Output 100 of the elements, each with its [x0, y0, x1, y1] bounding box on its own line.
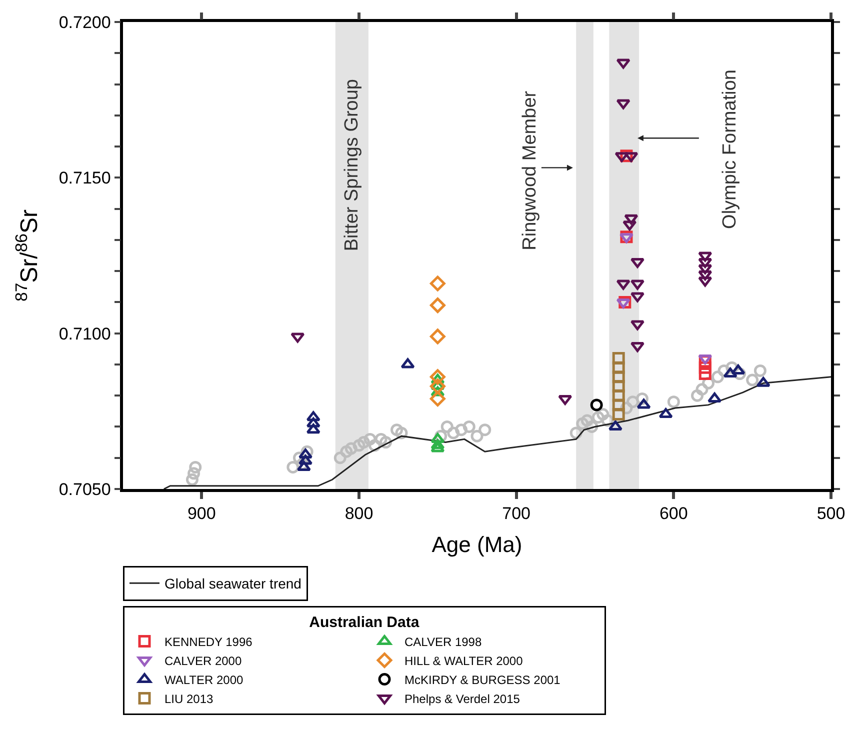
point: [624, 152, 638, 162]
x-tick-label: 500: [816, 504, 846, 524]
point: [430, 439, 445, 450]
point: [290, 332, 305, 343]
point: [340, 445, 353, 458]
point: [334, 452, 346, 464]
point: [430, 378, 446, 394]
point: [754, 364, 766, 377]
point: [306, 417, 320, 428]
point: [756, 376, 770, 387]
point: [395, 426, 408, 440]
legend-label: CALVER 1998: [404, 634, 482, 649]
point: [698, 252, 712, 262]
point: [344, 442, 358, 455]
point: [608, 420, 622, 430]
point: [462, 420, 476, 433]
point: [430, 328, 446, 344]
x-tick-label: 600: [659, 504, 688, 524]
point: [622, 220, 637, 231]
point: [430, 369, 446, 385]
point: [580, 414, 594, 427]
point: [576, 417, 589, 430]
point: [667, 396, 680, 408]
legend-label: McKIRDY & BURGESS 2001: [404, 672, 561, 687]
point: [658, 408, 673, 418]
point: [306, 411, 320, 422]
legend-label: HILL & WALTER 2000: [404, 654, 524, 668]
point: [630, 320, 644, 330]
point: [447, 426, 460, 440]
point: [390, 424, 404, 436]
legend-label: Global seawater trend: [164, 576, 302, 592]
band-label: Ringwood Member: [520, 90, 541, 250]
point: [612, 408, 625, 421]
point: [558, 394, 572, 405]
point: [696, 383, 708, 396]
point: [711, 370, 724, 384]
point: [364, 432, 376, 446]
point: [188, 467, 200, 480]
point: [612, 370, 625, 384]
point: [630, 258, 644, 268]
point: [616, 280, 630, 290]
point: [626, 396, 640, 408]
point: [698, 354, 712, 364]
point: [698, 258, 712, 268]
point: [624, 214, 638, 224]
point: [400, 358, 415, 368]
point: [298, 454, 313, 465]
point: [612, 352, 625, 364]
y-tick-label: 0.7050: [58, 480, 111, 499]
point: [186, 473, 198, 486]
point: [596, 408, 610, 421]
point: [698, 270, 712, 280]
point: [470, 430, 484, 442]
legend-title: Australian Data: [309, 614, 420, 631]
point: [616, 99, 630, 110]
point: [708, 392, 722, 402]
point: [614, 152, 629, 162]
line-series: [163, 376, 831, 489]
point: [616, 58, 630, 69]
point: [430, 390, 446, 406]
x-tick-label: 900: [187, 504, 216, 524]
point: [430, 432, 445, 443]
point: [612, 361, 625, 374]
point: [619, 233, 634, 244]
y-tick-label: 0.7100: [58, 324, 111, 344]
point: [723, 368, 738, 378]
point: [440, 420, 454, 433]
y-tick-label: 0.7150: [58, 168, 111, 188]
point: [455, 424, 468, 436]
point: [612, 380, 625, 393]
point: [698, 264, 712, 274]
point: [698, 276, 712, 287]
point: [352, 439, 366, 452]
point: [691, 389, 704, 402]
point: [612, 389, 625, 402]
point: [296, 460, 311, 471]
band-label: Bitter Springs Group: [342, 78, 363, 252]
y-tick-label: 0.7200: [58, 12, 111, 32]
point: [286, 460, 300, 474]
point: [357, 436, 370, 449]
legend-label: WALTER 2000: [164, 672, 244, 687]
point: [189, 460, 202, 474]
band-label: Olympic Formation: [720, 70, 741, 229]
point: [430, 298, 446, 314]
point: [612, 398, 625, 412]
point: [592, 411, 604, 424]
legend-label: CALVER 2000: [164, 654, 242, 668]
x-tick-label: 700: [502, 504, 531, 524]
point: [636, 398, 651, 409]
x-tick-label: 800: [344, 504, 374, 524]
point: [590, 398, 603, 412]
point: [478, 424, 492, 436]
point: [616, 298, 630, 308]
legend-label: KENNEDY 1996: [164, 634, 253, 649]
point: [430, 442, 445, 452]
point: [630, 292, 644, 302]
point: [306, 424, 320, 434]
point: [731, 364, 746, 374]
point: [698, 368, 712, 380]
legend-label: Phelps & Verdel 2015: [404, 692, 520, 706]
